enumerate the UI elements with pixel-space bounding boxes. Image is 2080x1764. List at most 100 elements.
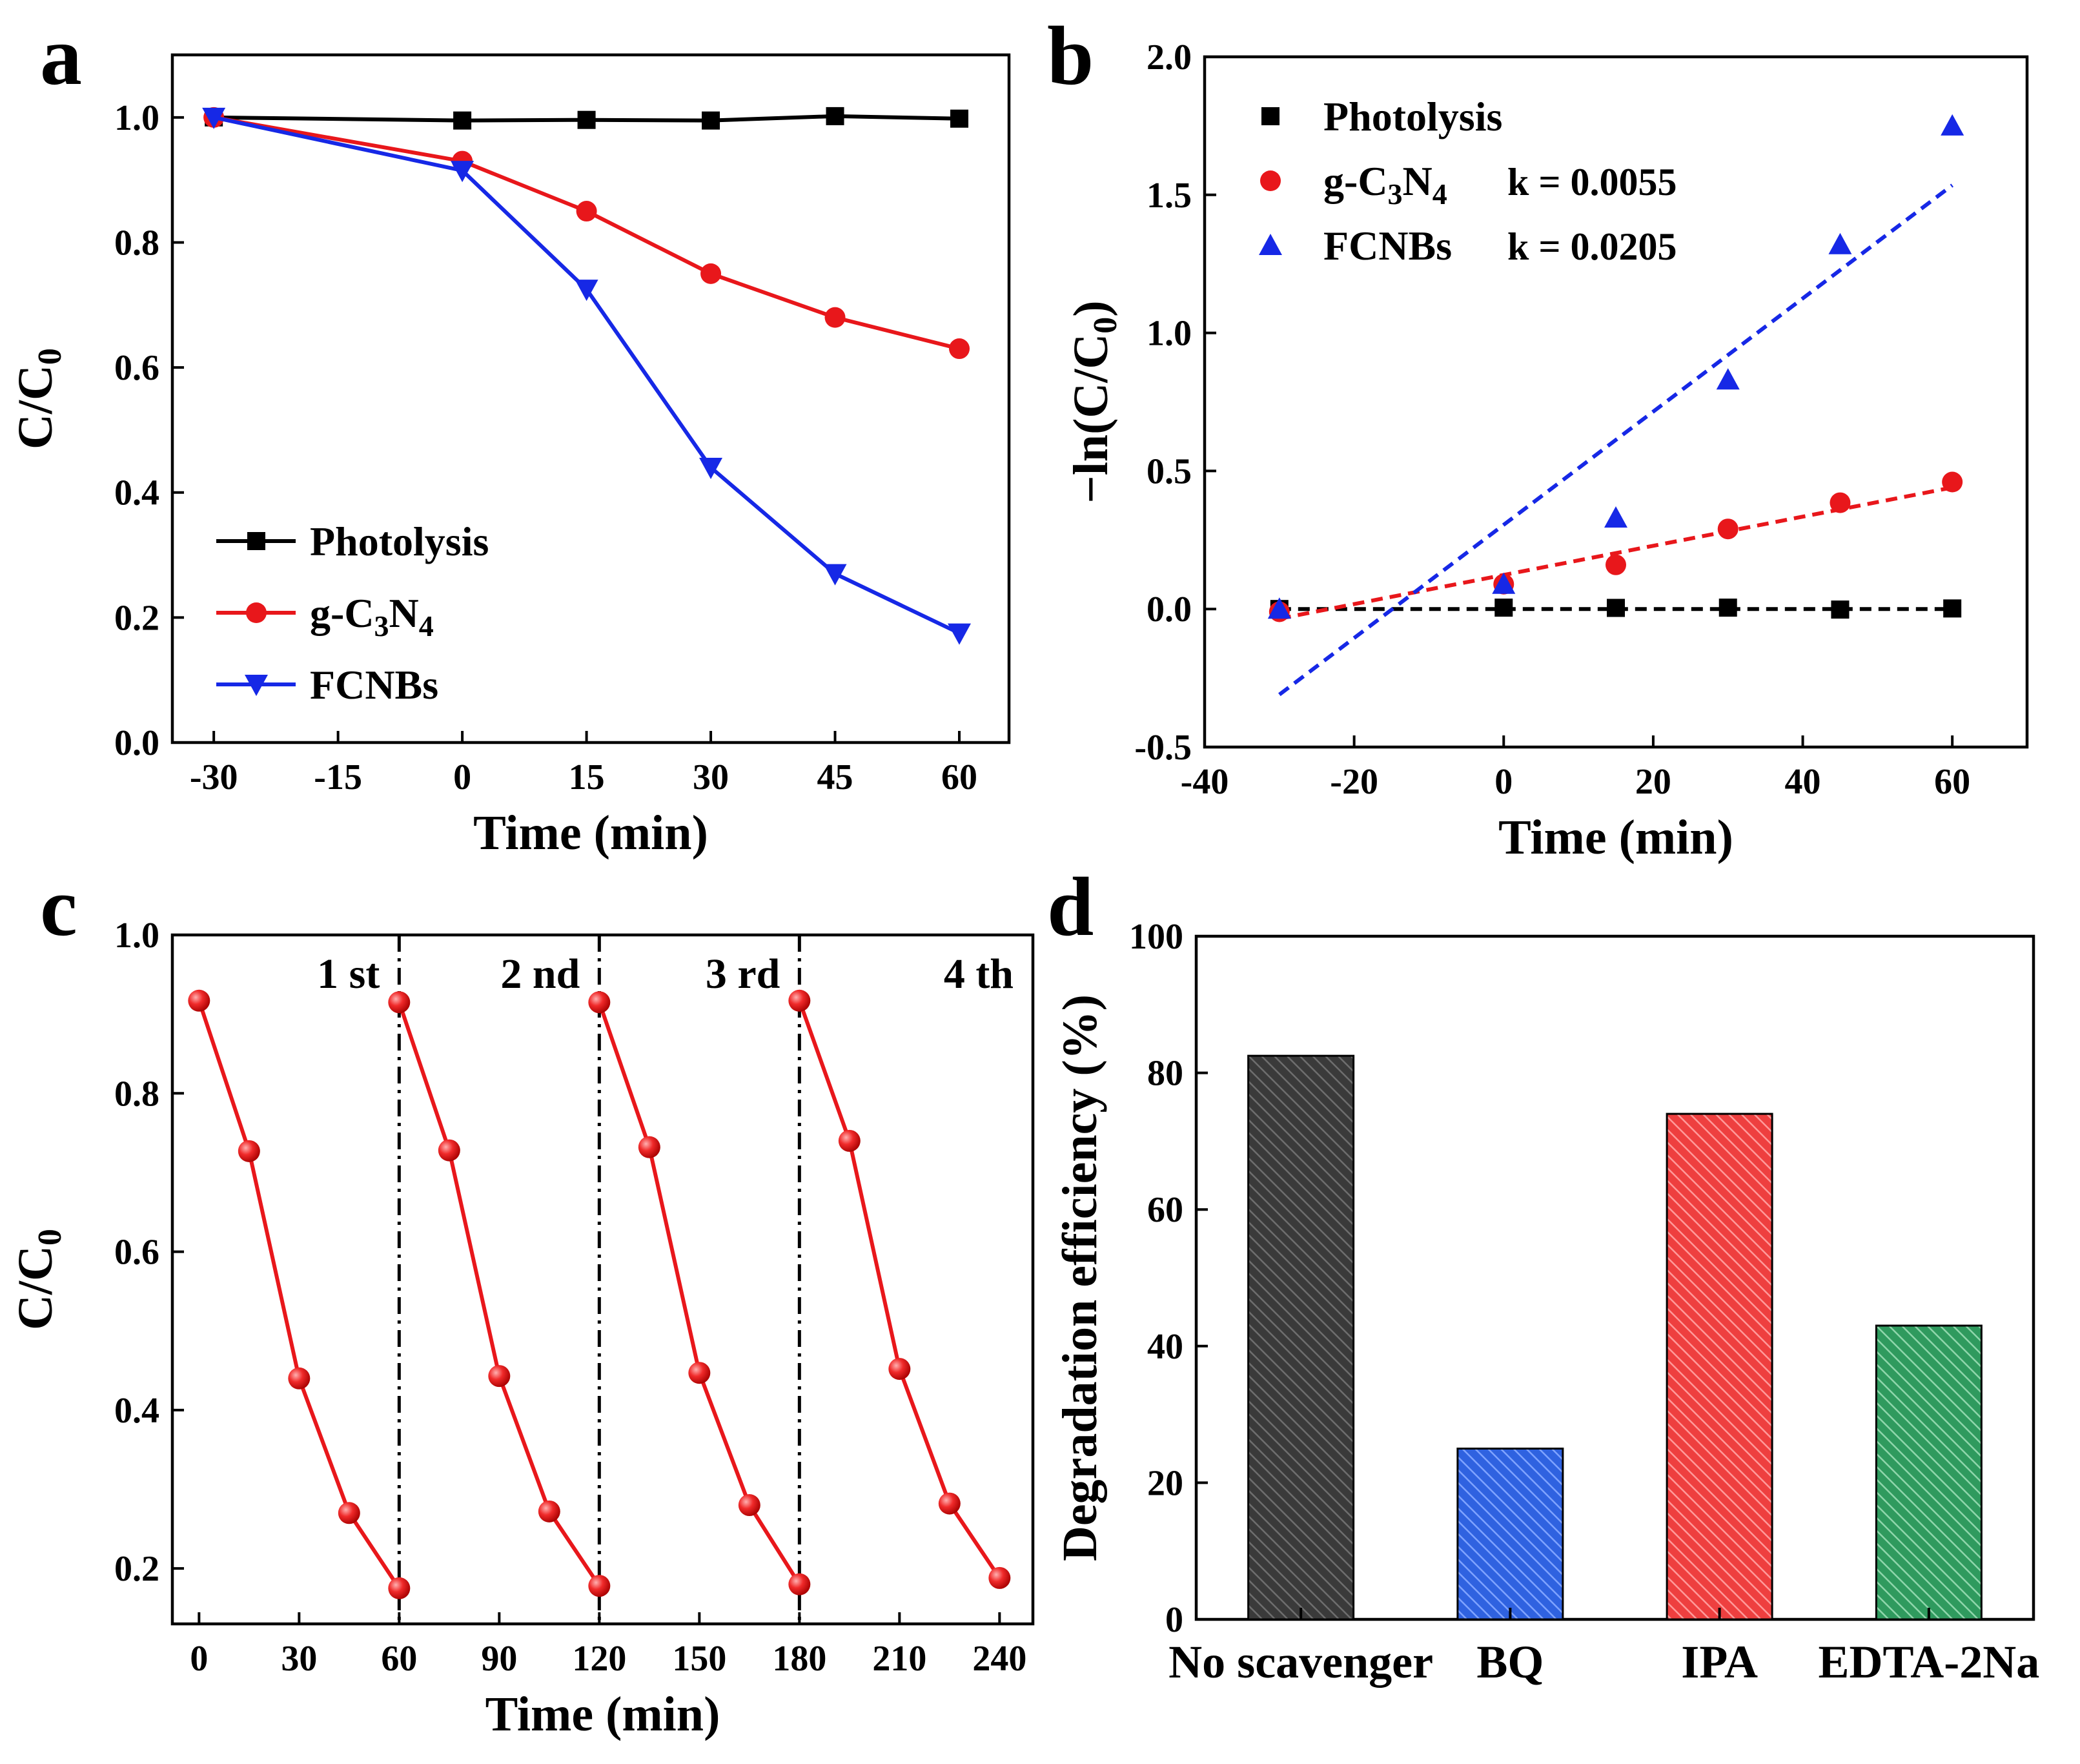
cycle-line-1 — [197, 1000, 401, 1590]
legend-marker-Photolysis — [247, 532, 265, 550]
y-tick-label-d: 100 — [1129, 917, 1183, 957]
data-point-FCNBs — [699, 458, 723, 479]
data-point-cycle-3 — [788, 1573, 811, 1595]
x-axis-label-a: Time (min) — [473, 806, 708, 860]
y-tick-label-d: 60 — [1147, 1190, 1183, 1230]
data-point-cycle-3 — [638, 1136, 660, 1158]
y-tick-label-b: 1.5 — [1147, 176, 1192, 216]
data-point-FCNBs — [451, 161, 474, 183]
series-line-g-C3N4 — [213, 115, 960, 351]
chart-d: 0 20 40 60 80 100 Degradation efficiency (%) No… — [1053, 917, 2039, 1688]
cycle-label-1: 1 st — [317, 950, 380, 998]
data-point-Photolysis — [1607, 599, 1625, 617]
data-point-cycle-2 — [488, 1365, 511, 1388]
panel-label-c: c — [40, 861, 77, 954]
data-point-cycle-1 — [288, 1367, 311, 1390]
cycle-line-2 — [397, 1001, 601, 1587]
y-tick-label-a: 0.8 — [114, 223, 159, 263]
data-point-g-C3N4 — [949, 338, 970, 360]
x-tick-label-a: 0 — [453, 757, 471, 797]
legend-marker-g-C3N4 — [1260, 170, 1281, 191]
chart-c: 0 30 60 90 120 150 180 210 240 0.2 0.4 0.6 0.8 1.0 Tim… — [8, 916, 1035, 1741]
data-point-FCNBs — [1828, 232, 1852, 254]
data-point-cycle-2 — [438, 1139, 460, 1162]
data-point-FCNBs — [575, 280, 598, 302]
data-point-cycle-1 — [238, 1140, 260, 1162]
chart-b: -40 -20 0 20 40 60 -0.5 0.0 0.5 1.0 1.5 2.0 Time (mi… — [1064, 37, 2029, 865]
plot-frame-c — [170, 933, 1035, 1626]
data-point-g-C3N4 — [824, 307, 846, 328]
data-point-g-C3N4 — [576, 201, 597, 222]
y-tick-label-c: 0.6 — [114, 1233, 159, 1273]
y-tick-label-b: 1.0 — [1147, 314, 1192, 354]
legend-label-Photolysis: Photolysis — [310, 518, 489, 564]
y-tick-label-d: 80 — [1147, 1054, 1183, 1094]
series-line-Photolysis — [214, 114, 960, 123]
x-tick-label-c: 60 — [381, 1639, 417, 1679]
data-point-cycle-1 — [338, 1502, 360, 1524]
cycle-line-3 — [597, 1001, 801, 1586]
data-point-cycle-4 — [888, 1358, 911, 1380]
data-point-cycle-1 — [388, 1577, 411, 1599]
legend-label-g-C3N4: g-C3N4 — [1323, 158, 1447, 210]
x-tick-label-c: 210 — [872, 1639, 926, 1679]
x-tick-label-a: -30 — [190, 757, 238, 797]
y-tick-label-d: 20 — [1147, 1463, 1183, 1503]
data-point-FCNBs — [1492, 572, 1516, 594]
cycle-label-3: 3 rd — [706, 950, 780, 998]
x-tick-label-a: 15 — [569, 757, 605, 797]
y-tick-label-d: 0 — [1165, 1600, 1183, 1640]
cycle-label-2: 2 nd — [500, 950, 580, 998]
data-point-Photolysis — [826, 107, 844, 125]
legend-label-FCNBs: FCNBs — [1323, 223, 1452, 269]
x-tick-label-c: 90 — [481, 1639, 517, 1679]
data-point-cycle-2 — [388, 991, 411, 1014]
data-point-cycle-3 — [688, 1362, 711, 1384]
data-point-FCNBs — [823, 564, 847, 586]
y-tick-label-b: 2.0 — [1147, 37, 1192, 77]
y-tick-label-a: 1.0 — [114, 98, 159, 138]
data-point-FCNBs — [1267, 597, 1291, 619]
y-tick-label-d: 40 — [1147, 1327, 1183, 1367]
data-point-g-C3N4 — [1830, 492, 1851, 513]
legend-marker-FCNBs — [1259, 234, 1282, 255]
legend-marker-Photolysis — [1261, 107, 1280, 125]
y-tick-label-b: 0.5 — [1147, 451, 1192, 491]
data-point-cycle-2 — [588, 1575, 611, 1597]
y-tick-label-a: 0.4 — [114, 473, 159, 513]
data-point-Photolysis — [950, 109, 969, 128]
y-axis-label-c: C/C0 — [8, 1229, 68, 1330]
x-tick-label-a: 60 — [941, 757, 977, 797]
data-point-cycle-4 — [788, 989, 811, 1012]
data-point-Photolysis — [1494, 599, 1513, 617]
category-label-No scavenger: No scavenger — [1168, 1636, 1433, 1688]
y-tick-label-a: 0.0 — [114, 723, 159, 763]
legend-k-FCNBs: k = 0.0205 — [1507, 225, 1677, 268]
legend-k-g-C3N4: k = 0.0055 — [1507, 161, 1677, 203]
bar-BQ — [1456, 1448, 1564, 1621]
data-point-Photolysis — [453, 111, 472, 130]
y-axis-label-a: C/C0 — [8, 348, 68, 449]
x-tick-label-c: 120 — [572, 1639, 626, 1679]
y-tick-label-a: 0.6 — [114, 348, 159, 388]
data-point-Photolysis — [1831, 600, 1850, 619]
data-point-Photolysis — [702, 111, 720, 130]
fit-line-FCNBs — [1278, 183, 1953, 697]
data-point-cycle-4 — [938, 1492, 961, 1515]
category-label-IPA: IPA — [1681, 1636, 1758, 1688]
data-point-FCNBs — [1716, 368, 1740, 390]
x-tick-label-b: 0 — [1494, 762, 1513, 802]
data-point-cycle-3 — [738, 1494, 760, 1517]
x-tick-label-b: -40 — [1181, 762, 1229, 802]
data-point-Photolysis — [1943, 599, 1962, 618]
x-tick-label-a: 30 — [693, 757, 729, 797]
x-tick-label-b: 20 — [1635, 762, 1671, 802]
data-point-cycle-4 — [988, 1566, 1011, 1589]
data-point-g-C3N4 — [700, 263, 722, 284]
x-tick-label-a: 45 — [817, 757, 853, 797]
x-tick-label-c: 180 — [772, 1639, 826, 1679]
panel-label-d: d — [1047, 861, 1094, 954]
cycle-label-4: 4 th — [944, 950, 1014, 998]
x-tick-label-b: 60 — [1934, 762, 1970, 802]
